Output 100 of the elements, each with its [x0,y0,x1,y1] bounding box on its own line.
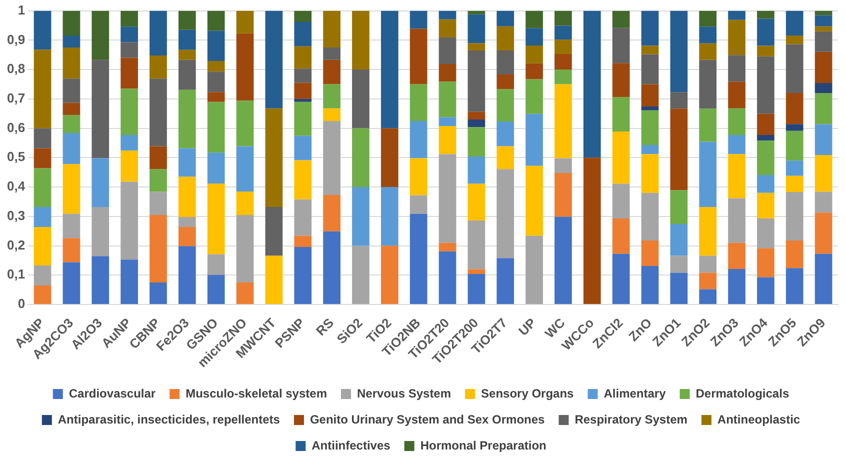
bar [526,166,543,236]
bar [34,226,52,266]
bar [380,246,398,304]
bar [786,176,804,192]
bar [786,160,804,176]
bar [178,60,196,90]
bar [786,35,804,44]
y-tick-label: 0 [18,296,26,312]
bar [294,22,312,46]
bar [236,146,254,192]
bar [294,98,312,102]
bar [380,128,398,188]
bar [496,258,514,304]
x-tick-label: UP [516,314,540,338]
legend-label: Antiinfectives [312,438,391,452]
bar [554,172,572,217]
bar [438,38,456,64]
bar [438,64,456,82]
bar [207,61,225,72]
y-tick-label: 0,6 [6,120,26,135]
legend-label: Antiparasitic, insecticides, repellentets [58,412,280,426]
bar [757,218,774,248]
bar [699,108,717,142]
bar [92,10,110,60]
bar [814,155,832,192]
bar [236,214,254,283]
bar [438,251,456,304]
bar [670,224,688,256]
bar [120,182,138,260]
bar [468,184,486,221]
bar [323,84,340,108]
bar [207,184,225,254]
bar [468,269,486,274]
bar [612,63,630,98]
bar [178,30,196,50]
legend-label: Dermatologicals [696,386,790,400]
bar [120,58,138,89]
bar [236,282,254,304]
bar [526,28,543,46]
bar [62,10,80,36]
bar [468,127,486,156]
bar [120,260,138,304]
bar [786,93,804,124]
bar [265,108,283,208]
bar [120,10,138,27]
bar [757,192,774,218]
bar [728,198,746,243]
bar [641,145,659,154]
y-tick-label: 0,9 [6,32,26,47]
bar [380,10,398,128]
bar [410,195,428,214]
bar [496,74,514,90]
y-tick-label: 0,7 [6,90,26,106]
bar [323,108,340,121]
bar [496,169,514,258]
bar [670,10,688,92]
bar [670,272,688,304]
bar [352,128,370,188]
legend-label: Alimentary [604,386,666,400]
bar [468,220,486,270]
bar [554,54,572,70]
bar [410,10,428,29]
bar [526,236,543,304]
bar [207,102,225,153]
bar [352,246,370,304]
bar [120,26,138,42]
bar [34,265,52,286]
bar [150,146,167,170]
bar [641,106,659,110]
bar [410,28,428,84]
bar [236,33,254,101]
bar [699,10,717,27]
bar [814,124,832,156]
bar [438,154,456,243]
y-tick-label: 0,2 [6,237,26,252]
bar [207,92,225,102]
bar [814,52,832,84]
bar [150,282,167,304]
bar [554,26,572,40]
bar [728,10,746,20]
bar [150,214,167,283]
bar [728,82,746,108]
bar [352,187,370,246]
bar [265,207,283,256]
bar [612,97,630,132]
bar [786,240,804,268]
bar [438,117,456,126]
bar [612,28,630,64]
bar [265,256,283,304]
legend-label: Respiratory System [574,412,688,426]
bar [699,26,717,44]
bar [612,10,630,28]
bar [814,254,832,304]
bar [786,124,804,131]
bar [641,192,659,240]
bar [641,266,659,304]
bar [786,268,804,304]
bar [699,43,717,60]
bar [699,289,717,304]
bar [294,246,312,304]
